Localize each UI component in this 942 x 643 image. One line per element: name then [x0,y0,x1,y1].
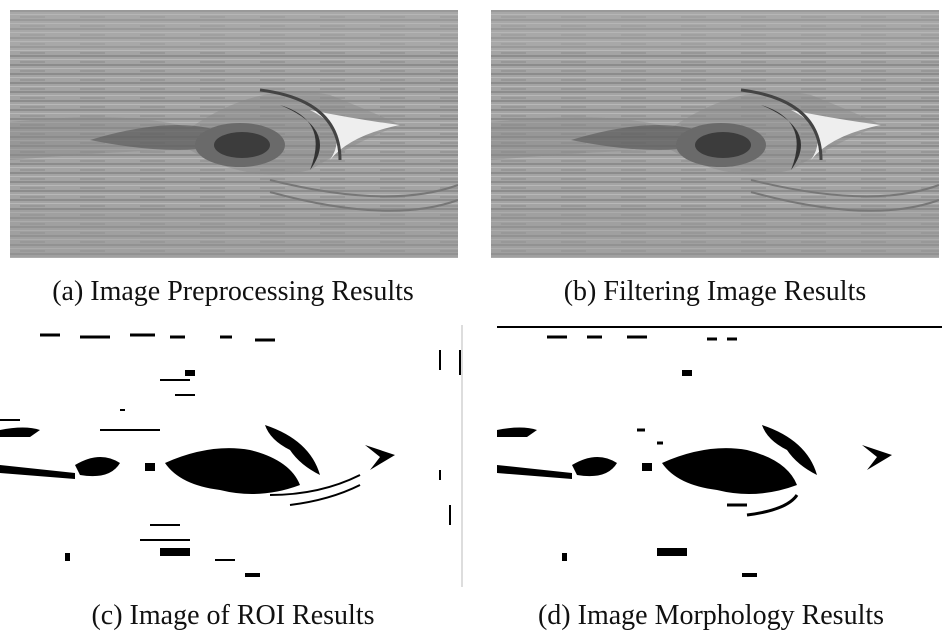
caption: (c) Image of ROI Results [0,600,466,632]
caption: (a) Image Preprocessing Results [0,276,466,308]
caption: (b) Filtering Image Results [480,276,942,308]
image-filtered [491,10,939,258]
image-morphology [497,325,942,587]
caption: (d) Image Morphology Results [480,600,942,632]
image-roi [0,325,465,587]
image-preprocessed [10,10,458,258]
figure-page: (a) Image Preprocessing Results (b) Filt… [0,0,942,643]
